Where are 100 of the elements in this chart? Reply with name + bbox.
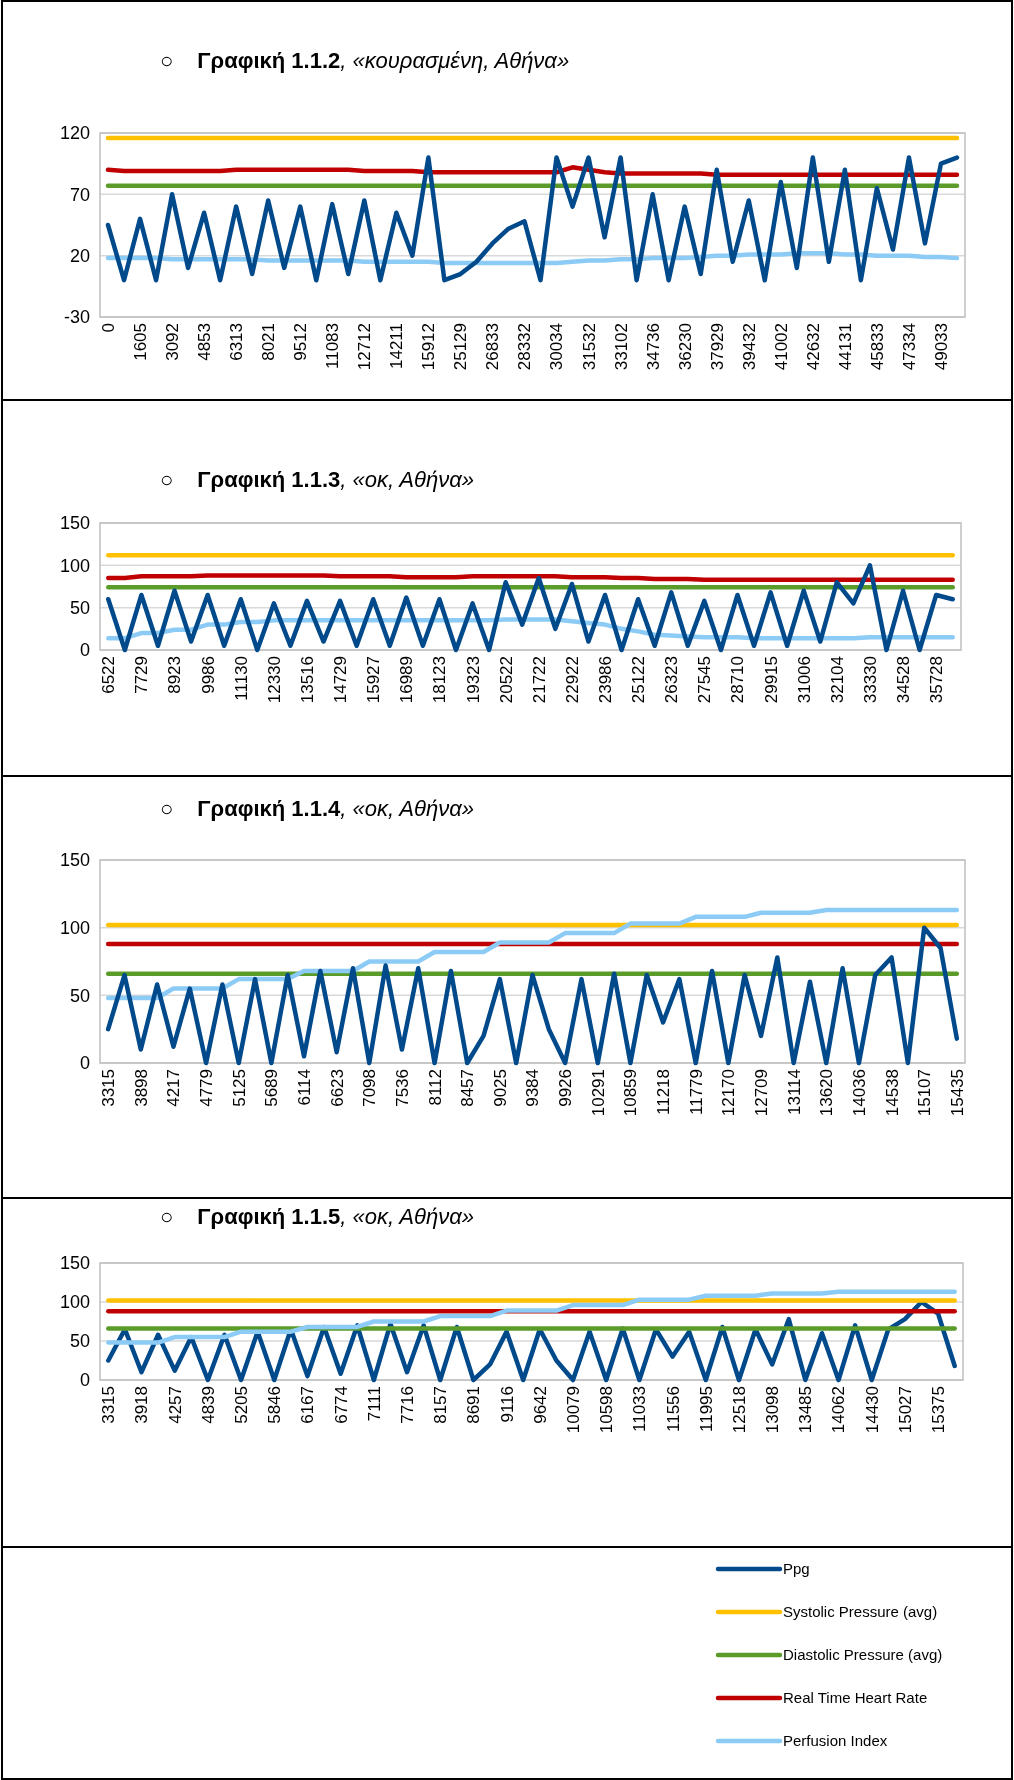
legend-label: Diastolic Pressure (avg) <box>783 1646 943 1664</box>
x-tick-label: 15027 <box>895 1386 915 1434</box>
x-tick-label: 3315 <box>99 1069 119 1107</box>
chart-title: ○ Γραφική 1.1.5, «οκ, Αθήνα» <box>160 1204 474 1229</box>
x-tick-label: 7098 <box>360 1069 380 1107</box>
x-tick-label: 11995 <box>696 1386 716 1433</box>
x-tick-label: 25129 <box>451 323 471 371</box>
x-tick-label: 5689 <box>262 1069 282 1107</box>
x-tick-label: 28710 <box>728 656 748 704</box>
x-tick-label: 8112 <box>425 1069 445 1106</box>
x-tick-label: 12518 <box>729 1386 749 1434</box>
y-tick-label: 100 <box>59 917 90 938</box>
x-tick-label: 7729 <box>132 656 152 694</box>
x-tick-label: 7111 <box>364 1386 384 1422</box>
x-tick-label: 12170 <box>719 1069 739 1117</box>
x-tick-label: 14211 <box>387 323 407 370</box>
x-tick-label: 4839 <box>198 1386 218 1424</box>
x-tick-label: 9512 <box>291 323 311 361</box>
line-series <box>105 925 960 1066</box>
x-tick-label: 32104 <box>827 656 847 704</box>
line-series <box>105 165 960 177</box>
x-tick-label: 13516 <box>297 656 317 704</box>
x-tick-label: 26833 <box>483 323 503 371</box>
x-tick-label: 4257 <box>165 1386 185 1424</box>
chart-title: ○ Γραφική 1.1.4, «οκ, Αθήνα» <box>160 796 474 821</box>
x-tick-label: 11083 <box>323 323 343 370</box>
x-tick-label: 33330 <box>860 656 880 704</box>
y-tick-label: 50 <box>69 1331 90 1352</box>
x-tick-label: 22922 <box>562 656 582 704</box>
x-tick-label: 42632 <box>803 323 823 371</box>
x-tick-label: 10859 <box>621 1069 641 1117</box>
x-tick-label: 9384 <box>523 1069 543 1107</box>
x-tick-label: 41002 <box>771 323 791 371</box>
x-tick-label: 13114 <box>784 1069 804 1116</box>
x-tick-label: 44131 <box>835 323 855 371</box>
x-tick-label: 8923 <box>165 656 185 694</box>
y-tick-label: 0 <box>79 1370 90 1391</box>
x-tick-label: 14036 <box>849 1069 869 1117</box>
x-tick-label: 8691 <box>464 1386 484 1424</box>
x-tick-label: 14062 <box>829 1386 849 1434</box>
x-tick-label: 4853 <box>195 323 215 361</box>
legend-label: Real Time Heart Rate <box>783 1689 928 1707</box>
x-tick-label: 3898 <box>131 1069 151 1107</box>
x-tick-label: 34736 <box>643 323 663 371</box>
x-tick-label: 18123 <box>430 656 450 704</box>
x-tick-label: 9986 <box>198 656 218 694</box>
x-tick-label: 8457 <box>458 1069 478 1107</box>
x-tick-label: 9025 <box>490 1069 510 1107</box>
x-tick-label: 14430 <box>862 1386 882 1434</box>
x-tick-label: 11218 <box>654 1069 674 1116</box>
line-series <box>106 563 955 653</box>
x-tick-label: 10079 <box>563 1386 583 1434</box>
x-tick-label: 9116 <box>497 1386 517 1423</box>
x-tick-label: 15912 <box>419 323 439 371</box>
x-tick-label: 33102 <box>611 323 631 371</box>
x-tick-label: 11033 <box>630 1386 650 1433</box>
x-tick-label: 14729 <box>331 656 351 704</box>
x-tick-label: 31532 <box>579 323 599 371</box>
x-tick-label: 12712 <box>355 323 375 371</box>
x-tick-label: 15107 <box>915 1069 935 1117</box>
x-tick-label: 14538 <box>882 1069 902 1117</box>
x-tick-label: 19323 <box>463 656 483 704</box>
x-tick-label: 11130 <box>231 656 251 701</box>
x-tick-label: 3918 <box>132 1386 152 1424</box>
chart-title: ○ Γραφική 1.1.2, «κουρασμένη, Αθήνα» <box>160 48 570 73</box>
x-tick-label: 13098 <box>763 1386 783 1434</box>
line-series <box>105 155 960 283</box>
x-tick-label: 6114 <box>294 1069 314 1106</box>
x-tick-label: 4779 <box>197 1069 217 1107</box>
legend-label: Systolic Pressure (avg) <box>783 1603 938 1621</box>
x-tick-label: 4217 <box>164 1069 184 1107</box>
x-tick-label: 8021 <box>259 323 279 361</box>
x-tick-label: 13485 <box>796 1386 816 1434</box>
x-tick-label: 9642 <box>530 1386 550 1424</box>
x-tick-label: 7716 <box>397 1386 417 1424</box>
x-tick-label: 12330 <box>264 656 284 704</box>
y-tick-label: 100 <box>59 555 90 576</box>
x-tick-label: 49033 <box>931 323 951 371</box>
x-tick-label: 20522 <box>496 656 516 704</box>
x-tick-label: 1605 <box>131 323 150 361</box>
y-tick-label: -30 <box>63 307 90 328</box>
x-tick-label: 35728 <box>927 656 947 704</box>
line-series <box>106 1289 957 1345</box>
y-tick-label: 0 <box>79 1053 90 1074</box>
x-tick-label: 47334 <box>899 323 919 371</box>
legend-label: Perfusion Index <box>783 1732 888 1750</box>
x-tick-label: 21722 <box>529 656 549 704</box>
x-tick-label: 11779 <box>686 1069 706 1116</box>
y-tick-label: 150 <box>59 850 90 871</box>
y-tick-label: 150 <box>59 513 90 534</box>
x-tick-label: 36230 <box>675 323 695 371</box>
x-tick-label: 5846 <box>265 1386 285 1424</box>
x-tick-label: 15927 <box>364 656 384 704</box>
chart-title: ○ Γραφική 1.1.3, «οκ, Αθήνα» <box>160 467 474 492</box>
line-series <box>105 907 960 1001</box>
y-tick-label: 20 <box>69 245 90 266</box>
x-tick-label: 15375 <box>929 1386 949 1434</box>
x-tick-label: 13620 <box>817 1069 837 1117</box>
y-tick-label: 0 <box>79 640 90 661</box>
x-tick-label: 7536 <box>392 1069 412 1107</box>
